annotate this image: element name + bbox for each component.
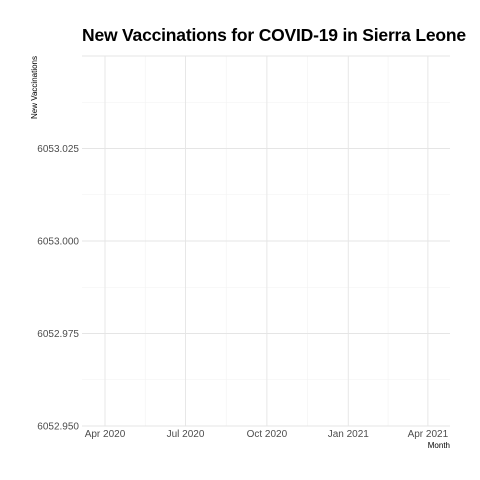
y-tick-label: 6052.950 <box>37 422 79 433</box>
grid-major <box>82 56 450 426</box>
x-tick-labels: Apr 2020 Jul 2020 Oct 2020 Jan 2021 Apr 2021 <box>85 429 449 440</box>
x-axis-title: Month <box>428 441 450 450</box>
y-tick-label: 6052.975 <box>37 329 79 340</box>
y-tick-label: 6053.000 <box>37 237 79 248</box>
x-tick-label: Apr 2021 <box>408 429 449 440</box>
y-tick-labels: 6052.950 6052.975 6053.000 6053.025 <box>37 144 79 433</box>
y-tick-label: 6053.025 <box>37 144 79 155</box>
x-tick-label: Jul 2020 <box>167 429 205 440</box>
y-axis-title: New Vaccinations <box>30 56 39 119</box>
x-tick-label: Oct 2020 <box>247 429 288 440</box>
x-tick-label: Jan 2021 <box>328 429 370 440</box>
x-tick-label: Apr 2020 <box>85 429 126 440</box>
